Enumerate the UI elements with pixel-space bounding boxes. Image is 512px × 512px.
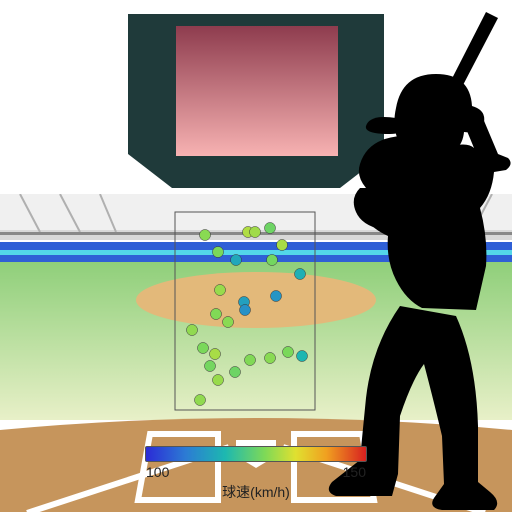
pitch-marker <box>295 269 306 280</box>
velocity-colorbar <box>145 446 367 462</box>
pitch-marker <box>230 367 241 378</box>
pitch-marker <box>250 227 261 238</box>
legend-tick: 100 <box>146 464 169 480</box>
legend-axis-label: 球速(km/h) <box>145 482 367 502</box>
infield-dirt <box>136 272 376 328</box>
pitch-marker <box>213 375 224 386</box>
pitch-marker <box>231 255 242 266</box>
pitch-marker <box>215 285 226 296</box>
pitch-marker <box>265 353 276 364</box>
pitch-marker <box>277 240 288 251</box>
pitch-marker <box>271 291 282 302</box>
pitch-marker <box>223 317 234 328</box>
pitch-marker <box>210 349 221 360</box>
pitch-marker <box>213 247 224 258</box>
pitch-marker <box>205 361 216 372</box>
legend-tick: 150 <box>343 464 366 480</box>
scene-svg <box>0 0 512 512</box>
pitch-location-chart: 100 150 球速(km/h) <box>0 0 512 512</box>
pitch-marker <box>297 351 308 362</box>
pitch-marker <box>187 325 198 336</box>
pitch-marker <box>283 347 294 358</box>
pitch-marker <box>211 309 222 320</box>
pitch-marker <box>245 355 256 366</box>
velocity-legend: 100 150 球速(km/h) <box>145 446 367 502</box>
pitch-marker <box>240 305 251 316</box>
pitch-marker <box>267 255 278 266</box>
velocity-ticks: 100 150 <box>146 464 366 480</box>
pitch-marker <box>265 223 276 234</box>
pitch-marker <box>198 343 209 354</box>
pitch-marker <box>200 230 211 241</box>
pitch-marker <box>195 395 206 406</box>
scoreboard <box>128 14 384 188</box>
